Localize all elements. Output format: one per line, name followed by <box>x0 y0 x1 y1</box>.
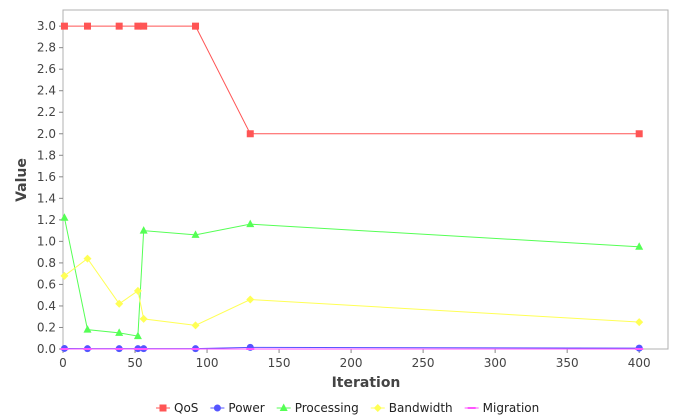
legend: QoS Power Processing Bandwidth Migration <box>156 401 539 415</box>
x-tick-label: 0 <box>59 356 67 370</box>
y-tick-label: 0.8 <box>37 256 56 270</box>
y-tick-label: 1.4 <box>37 191 56 205</box>
legend-item-qos: QoS <box>156 401 198 415</box>
x-tick-label: 350 <box>556 356 579 370</box>
bandwidth-point <box>246 295 255 304</box>
legend-item-migration: Migration <box>464 401 540 415</box>
bandwidth-point <box>635 318 644 327</box>
y-tick-label: 3.0 <box>37 19 56 33</box>
series-processing <box>60 213 644 340</box>
processing-point <box>133 331 142 340</box>
legend-item-bandwidth: Bandwidth <box>370 401 453 415</box>
x-axis-ticks: 0 50 100 150 200 250 300 350 400 <box>59 349 651 370</box>
migration-point <box>133 348 142 350</box>
x-tick-label: 250 <box>412 356 435 370</box>
legend-marker <box>159 404 167 412</box>
legend-item-processing: Processing <box>276 401 359 415</box>
y-axis-title: Value <box>14 158 30 202</box>
x-tick-label: 50 <box>127 356 142 370</box>
processing-point <box>60 213 69 221</box>
migration-point <box>191 348 200 350</box>
processing-point <box>191 230 200 238</box>
x-tick-label: 100 <box>196 356 219 370</box>
y-tick-label: 1.8 <box>37 148 56 162</box>
migration-point <box>635 348 644 350</box>
y-tick-label: 2.6 <box>37 62 56 76</box>
legend-label: Bandwidth <box>389 401 453 415</box>
x-tick-label: 300 <box>484 356 507 370</box>
bandwidth-point <box>83 254 92 263</box>
processing-point <box>115 328 124 336</box>
bandwidth-line <box>64 257 640 326</box>
migration-point <box>139 348 148 350</box>
migration-point <box>115 348 124 350</box>
legend-label: Power <box>228 401 264 415</box>
qos-point <box>192 22 200 30</box>
y-tick-label: 2.2 <box>37 105 56 119</box>
legend-marker <box>279 403 288 411</box>
qos-point <box>635 130 643 138</box>
series-layer <box>60 22 644 353</box>
qos-point <box>246 130 254 138</box>
y-tick-label: 1.0 <box>37 234 56 248</box>
plot-area <box>62 9 669 350</box>
processing-point <box>83 325 92 333</box>
bandwidth-point <box>133 286 142 295</box>
migration-point <box>246 348 255 350</box>
y-tick-label: 0.2 <box>37 320 56 334</box>
y-tick-label: 2.0 <box>37 127 56 141</box>
qos-point <box>134 22 142 30</box>
x-tick-label: 200 <box>340 356 363 370</box>
bandwidth-point <box>191 321 200 330</box>
legend-marker <box>467 407 476 409</box>
y-axis-ticks: 0.0 0.2 0.4 0.6 0.8 1.0 1.2 1.4 1.6 1.8 2.0 2.2 2.4 2… <box>37 19 63 356</box>
x-tick-label: 150 <box>268 356 291 370</box>
qos-point <box>115 22 123 30</box>
legend-label: QoS <box>174 401 198 415</box>
processing-point <box>635 242 644 250</box>
processing-line <box>63 217 640 337</box>
y-tick-label: 1.6 <box>37 170 56 184</box>
qos-point <box>140 22 148 30</box>
qos-point <box>60 22 68 30</box>
processing-point <box>139 226 148 234</box>
legend-label: Migration <box>483 401 540 415</box>
migration-point <box>60 348 69 350</box>
bandwidth-point <box>139 314 148 323</box>
y-tick-label: 2.4 <box>37 84 56 98</box>
legend-marker <box>213 404 221 412</box>
y-tick-label: 2.8 <box>37 41 56 55</box>
series-bandwidth <box>60 254 644 330</box>
legend-marker <box>373 404 382 412</box>
y-tick-label: 1.2 <box>37 213 56 227</box>
x-tick-label: 400 <box>628 356 651 370</box>
series-migration <box>60 348 644 350</box>
y-tick-label: 0.4 <box>37 299 56 313</box>
y-tick-label: 0.6 <box>37 277 56 291</box>
qos-point <box>83 22 91 30</box>
legend-item-power: Power <box>210 401 265 415</box>
migration-point <box>83 348 92 350</box>
x-axis-title: Iteration <box>332 375 401 391</box>
legend-label: Processing <box>295 401 359 415</box>
bandwidth-point <box>115 299 124 308</box>
bandwidth-point <box>60 271 69 280</box>
y-tick-label: 0.0 <box>37 342 56 356</box>
series-qos <box>60 22 643 138</box>
processing-point <box>246 219 255 228</box>
